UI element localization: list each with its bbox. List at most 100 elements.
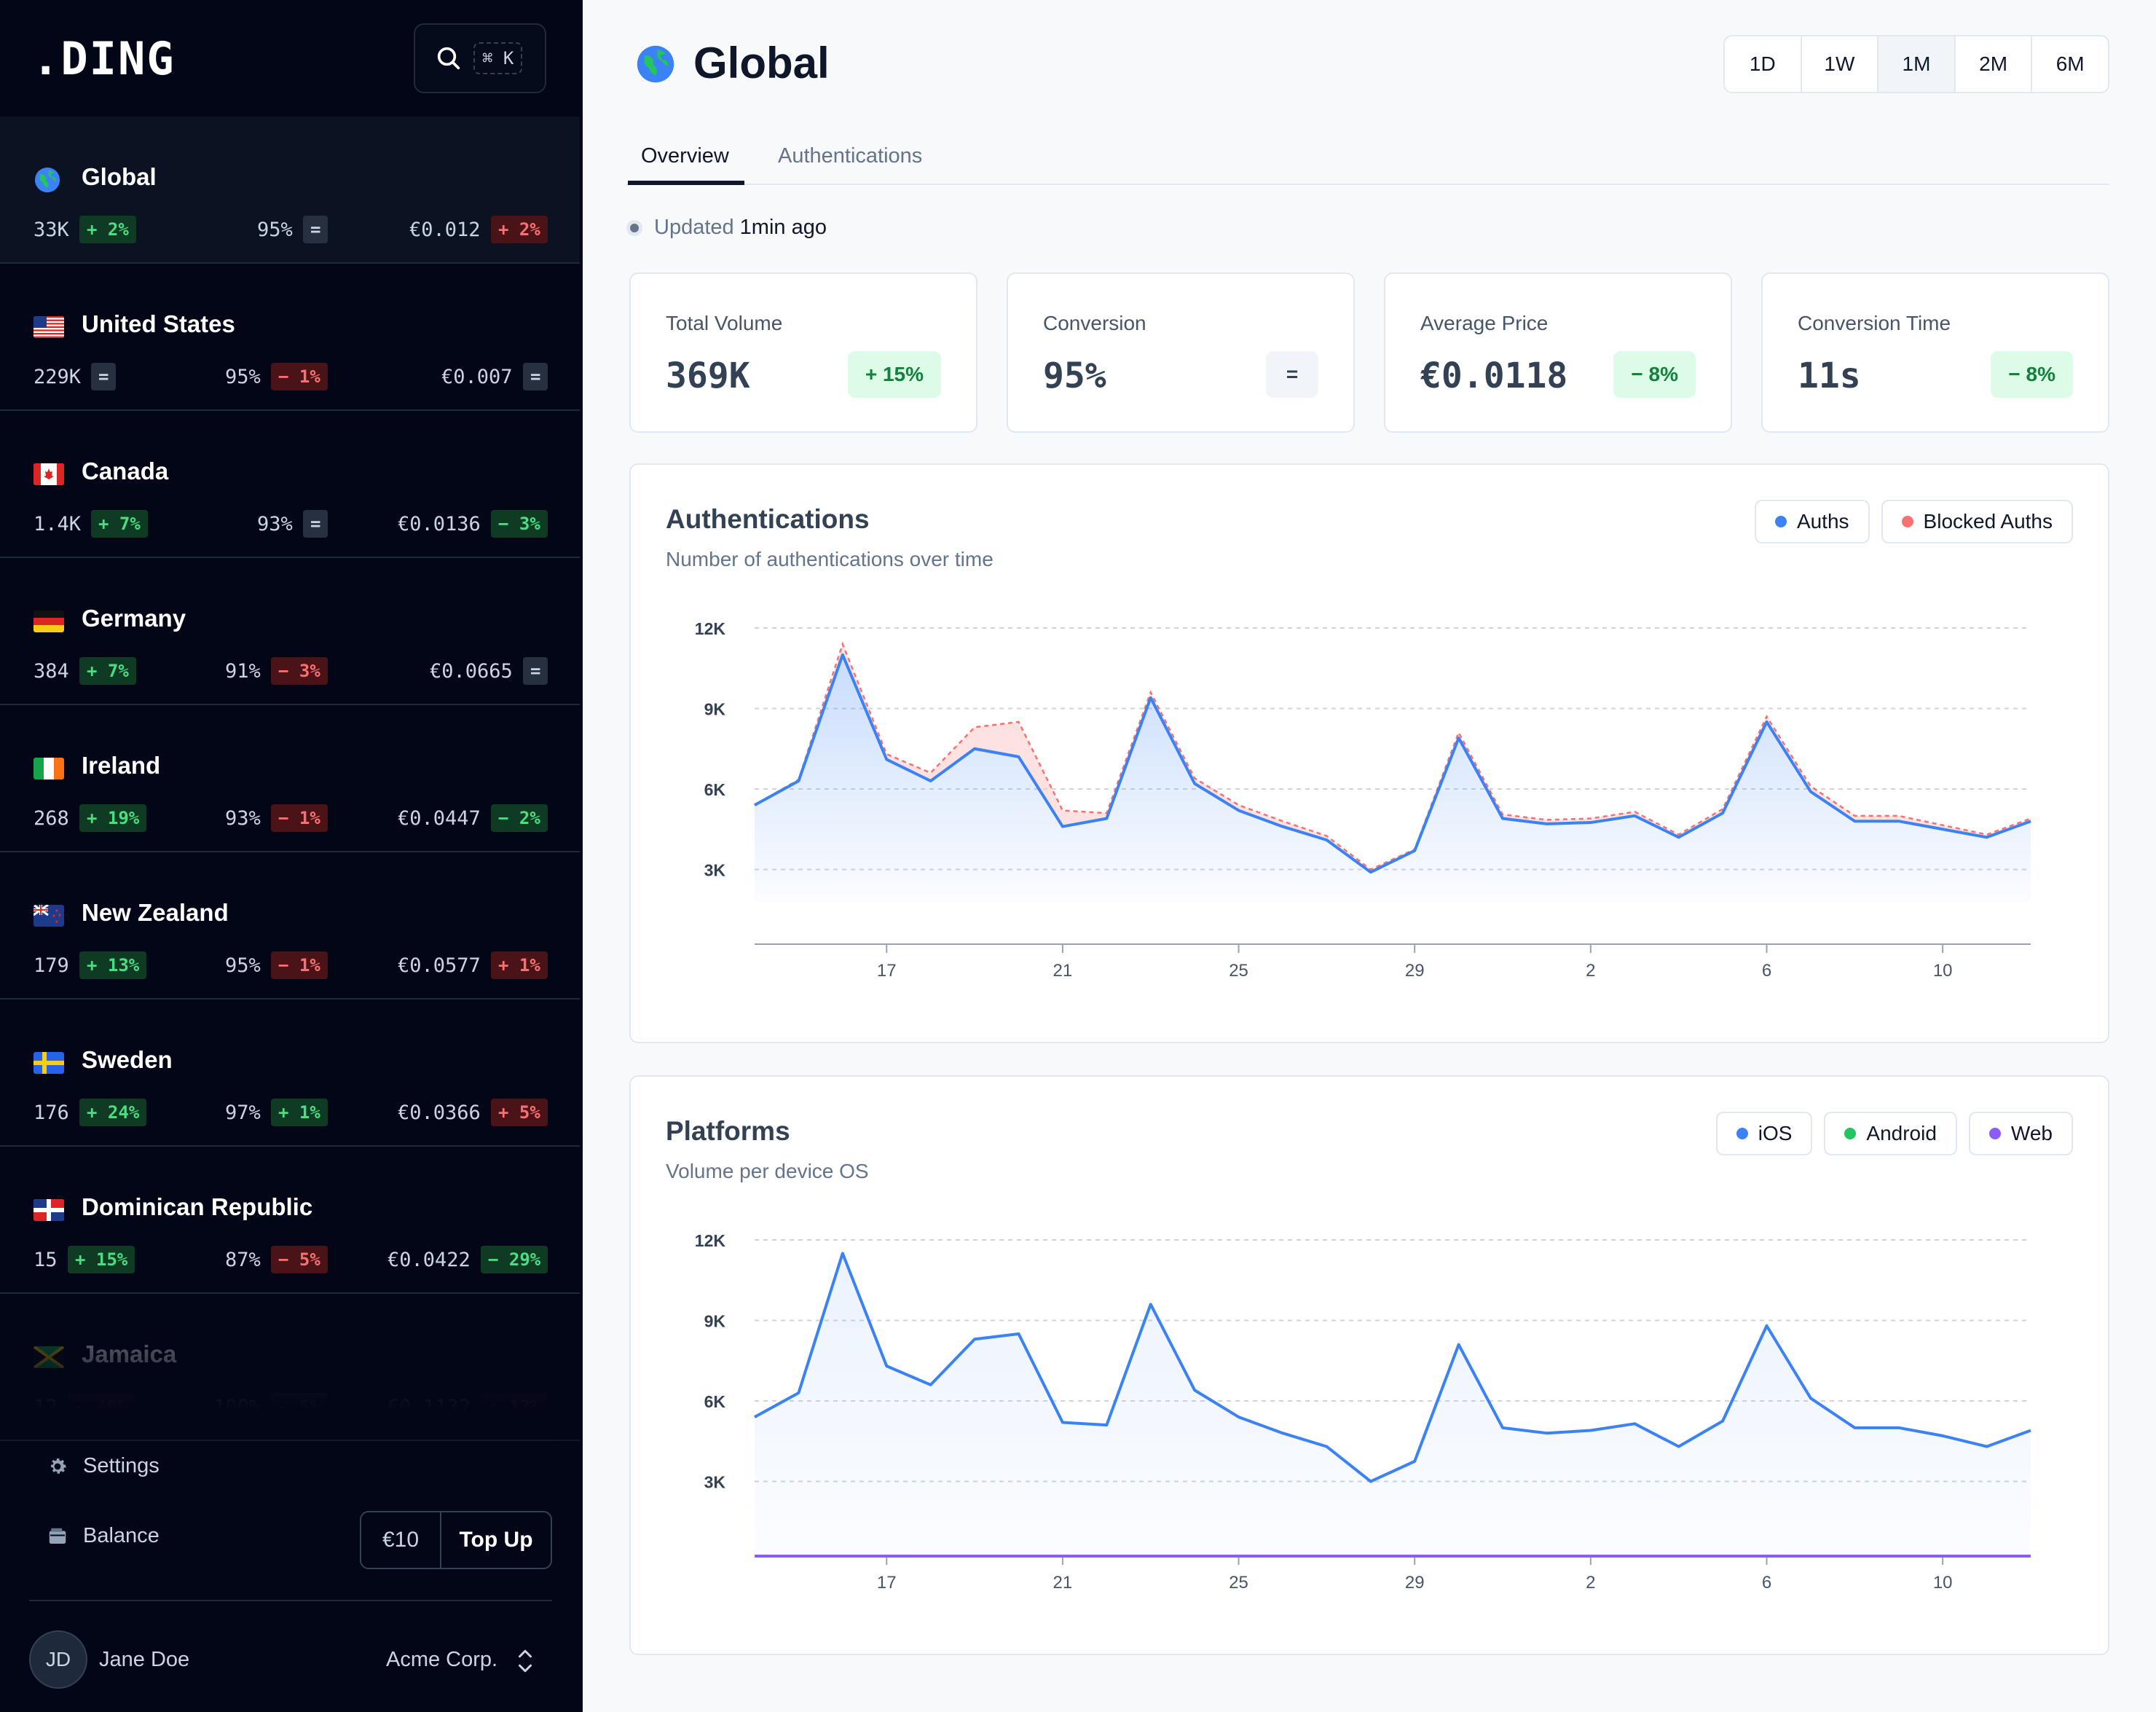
volume-change-badge: + 19% — [79, 804, 147, 832]
kpi-value: 369K — [666, 356, 750, 396]
flag-us-icon — [34, 316, 64, 338]
x-tick-label: 10 — [1933, 961, 1953, 981]
country-name: Canada — [82, 458, 169, 484]
kpi-change-badge: + 15% — [847, 351, 941, 398]
x-tick-label: 2 — [1586, 961, 1595, 981]
legend-ios[interactable]: iOS — [1715, 1112, 1813, 1155]
x-tick-label: 21 — [1053, 1573, 1073, 1593]
authentications-card: 3K 6K 9K 12K 17 21 25 29 2 6 10 Authentications Nu… — [629, 463, 2109, 1043]
wallet-icon — [49, 1528, 66, 1544]
gear-icon — [51, 1458, 66, 1474]
legend-android[interactable]: Android — [1824, 1112, 1957, 1155]
conversion-change-badge: − 1% — [271, 363, 328, 390]
x-tick-label: 6 — [1762, 961, 1771, 981]
country-volume: 33K — [34, 219, 69, 241]
range-6m[interactable]: 6M — [2055, 52, 2085, 75]
legend-label: Blocked Auths — [1923, 510, 2053, 533]
avatar[interactable]: JD — [29, 1630, 87, 1689]
x-tick-label: 21 — [1053, 961, 1073, 981]
country-row[interactable]: Dominican Republic 15 + 15% 87% − 5% €0.0422−… — [0, 1147, 580, 1294]
x-tick-label: 17 — [877, 1573, 897, 1593]
country-conversion: 91% — [225, 660, 261, 683]
chart-subtitle: Number of authentications over time — [666, 548, 994, 570]
conversion-change-badge: = — [303, 510, 328, 538]
search-icon — [437, 47, 460, 70]
x-tick-label: 25 — [1229, 1573, 1248, 1593]
country-volume: 15 — [34, 1249, 58, 1271]
country-row[interactable]: Ireland 268 + 19% 93% − 1% €0.0447 − 2% — [0, 705, 580, 852]
country-volume: 229K — [34, 366, 82, 388]
chevron-up-down-icon[interactable] — [514, 1646, 536, 1676]
country-price: €0.0422 — [387, 1249, 471, 1271]
range-1d[interactable]: 1D — [1725, 36, 1802, 92]
conversion-change-badge: + 1% — [271, 1099, 328, 1126]
kpi-change-badge: = — [1266, 351, 1318, 398]
search-shortcut: ⌘ K — [473, 42, 523, 74]
tab-authentications[interactable]: Authentications — [778, 144, 923, 168]
active-tab-indicator — [628, 181, 744, 185]
price-change-badge: + 2% — [491, 216, 548, 243]
flag-de-icon — [34, 610, 64, 632]
range-1w[interactable]: 1W — [1802, 36, 1879, 92]
update-status: Updated 1min ago — [626, 216, 827, 240]
country-row[interactable]: Canada 1.4K + 7% 93% = €0.0136 − 3% — [0, 411, 580, 558]
range-2m[interactable]: 2M — [1956, 36, 2033, 92]
country-row[interactable]: Global 33K + 2% 95% = €0.012 + 2% — [0, 117, 580, 264]
balance-label: Balance — [83, 1524, 160, 1547]
y-tick-label: 9K — [704, 1312, 726, 1331]
x-tick-label: 29 — [1405, 961, 1425, 981]
legend-web[interactable]: Web — [1968, 1112, 2073, 1155]
organization-switcher[interactable]: Acme Corp. — [386, 1648, 498, 1671]
country-name: United States — [82, 310, 235, 337]
chart-title: Authentications — [666, 504, 870, 534]
legend-dot-icon — [1988, 1128, 2001, 1139]
flag-ca-icon — [34, 463, 64, 485]
country-name: Germany — [82, 605, 186, 632]
time-range-selector: 1D 1W 1M 2M 6M — [1723, 35, 2109, 93]
y-tick-label: 6K — [704, 780, 726, 799]
y-tick-label: 9K — [704, 700, 726, 719]
chart-legend: Auths Blocked Auths — [1754, 500, 2073, 543]
top-up-button[interactable]: €10 Top Up — [360, 1511, 552, 1569]
volume-change-badge: + 2% — [79, 216, 136, 243]
auths-area — [755, 1253, 2031, 1556]
search-button[interactable]: ⌘ K — [414, 23, 546, 93]
legend-auths[interactable]: Auths — [1754, 500, 1870, 543]
app-logo: .DING — [32, 32, 176, 85]
x-tick-label: 10 — [1933, 1573, 1953, 1593]
x-tick-label: 29 — [1405, 1573, 1425, 1593]
country-name: Dominican Republic — [82, 1193, 313, 1220]
balance-amount: €10 — [361, 1512, 441, 1568]
country-row[interactable]: Germany 384 + 7% 91% − 3% €0.0665 = — [0, 558, 580, 705]
country-conversion: 87% — [225, 1249, 261, 1271]
country-price: €0.0665 — [430, 660, 513, 683]
legend-blocked-auths[interactable]: Blocked Auths — [1881, 500, 2073, 543]
country-volume: 1.4K — [34, 513, 82, 535]
country-row[interactable]: New Zealand 179 + 13% 95% − 1% €0.0577 + 1% — [0, 852, 580, 1000]
country-price: €0.012 — [409, 219, 481, 241]
kpi-conversion-time: Conversion Time 11s − 8% — [1761, 272, 2109, 433]
country-row[interactable]: United States 229K = 95% − 1% €0.007 = — [0, 264, 580, 411]
country-volume: 384 — [34, 660, 69, 683]
country-price: €0.0136 — [398, 513, 481, 535]
country-volume: 176 — [34, 1102, 69, 1124]
globe-icon — [34, 166, 61, 194]
tab-overview[interactable]: Overview — [641, 144, 729, 168]
conversion-change-badge: − 1% — [271, 804, 328, 832]
country-price: €0.007 — [441, 366, 513, 388]
country-conversion: 95% — [257, 219, 293, 241]
x-tick-label: 17 — [877, 961, 897, 981]
volume-change-badge: + 13% — [79, 951, 147, 979]
divider — [29, 1600, 552, 1601]
country-name: Sweden — [82, 1046, 173, 1073]
conversion-change-badge: − 3% — [271, 657, 328, 685]
series-line-ios — [754, 1252, 2031, 1483]
conversion-change-badge: − 5% — [271, 1246, 328, 1273]
range-1m[interactable]: 1M — [1878, 36, 1956, 92]
flag-ie-icon — [34, 758, 64, 780]
settings-link[interactable]: Settings — [47, 1454, 160, 1478]
chart-subtitle: Volume per device OS — [666, 1160, 869, 1182]
country-row[interactable]: Sweden 176 + 24% 97% + 1% €0.0366 + 5% — [0, 1000, 580, 1147]
kpi-conversion: Conversion 95% = — [1007, 272, 1355, 433]
legend-label: Android — [1866, 1122, 1937, 1144]
